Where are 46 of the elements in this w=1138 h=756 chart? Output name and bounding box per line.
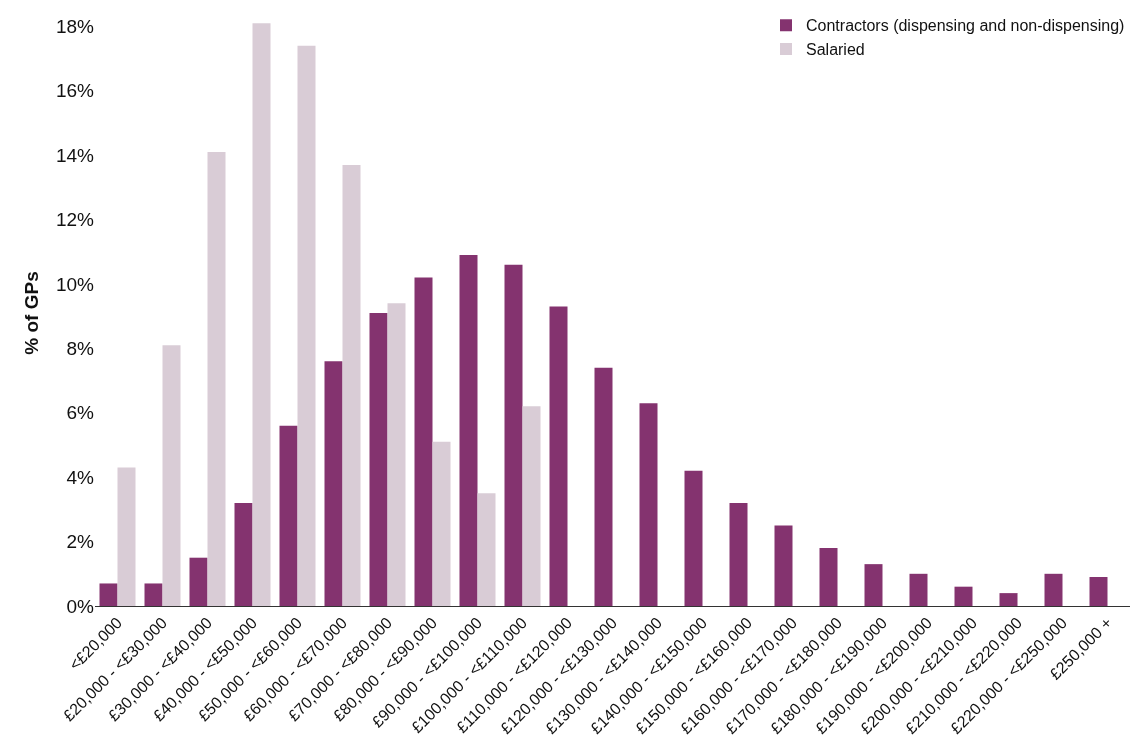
y-tick-label: 12% [55, 209, 95, 231]
bar [459, 255, 478, 606]
bar [477, 493, 496, 606]
y-tick-label: 4% [66, 466, 95, 488]
y-axis-title: % of GPs [20, 271, 42, 355]
bar [324, 361, 343, 606]
bar [189, 557, 208, 606]
bar [954, 586, 973, 606]
bar [279, 425, 298, 606]
bar [999, 593, 1018, 606]
y-tick-label: 16% [55, 80, 95, 102]
bar [729, 502, 748, 606]
bar [864, 564, 883, 606]
bar [207, 152, 226, 606]
bar [684, 470, 703, 606]
bar [594, 367, 613, 606]
bar [549, 306, 568, 606]
bar [774, 525, 793, 606]
y-tick-label: 0% [66, 595, 95, 617]
y-tick-label: 6% [66, 402, 95, 424]
legend-label: Salaried [806, 41, 865, 59]
bar [369, 313, 388, 606]
bar [819, 548, 838, 606]
bar [342, 164, 361, 606]
bar [639, 403, 658, 606]
bar [387, 303, 406, 606]
bar [432, 441, 451, 606]
bar [144, 583, 163, 606]
bar [99, 583, 118, 606]
y-tick-label: 14% [55, 144, 95, 166]
y-tick-label: 2% [66, 531, 95, 553]
bar [297, 45, 316, 606]
bar [1044, 573, 1063, 606]
bar [504, 264, 523, 606]
bar [117, 467, 136, 606]
bar [909, 573, 928, 606]
legend-label: Contractors (dispensing and non-dispensing) [806, 17, 1125, 35]
bar [414, 277, 433, 606]
bar [252, 23, 271, 606]
bar [522, 406, 541, 606]
y-tick-label: 18% [55, 16, 95, 38]
bar [234, 502, 253, 606]
y-tick-label: 10% [55, 273, 95, 295]
y-tick-label: 8% [66, 338, 95, 360]
bar [1089, 577, 1108, 606]
bar [162, 345, 181, 606]
